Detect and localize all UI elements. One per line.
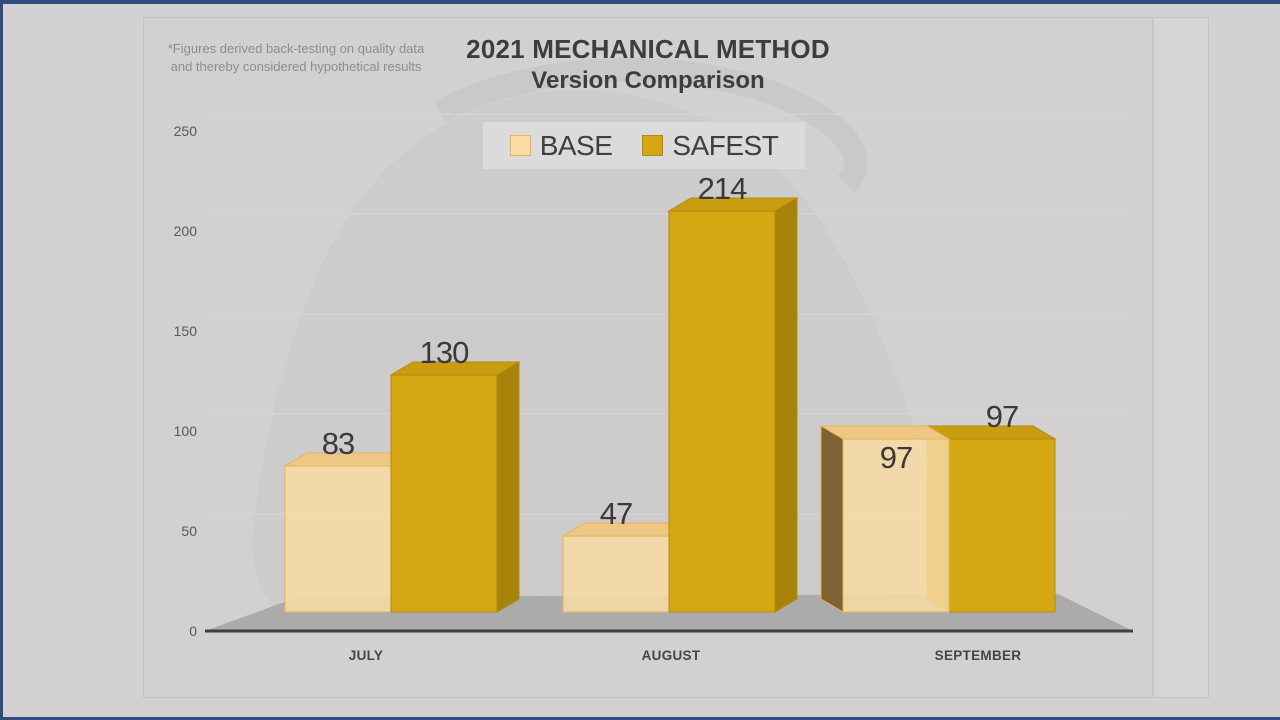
y-tick-label: 50 <box>181 523 197 539</box>
chart-title-block: 2021 MECHANICAL METHOD Version Compariso… <box>348 34 948 98</box>
disclaimer-line-2: and thereby considered hypothetical resu… <box>170 59 422 74</box>
legend-item-base: BASE <box>509 129 613 162</box>
bar-safest-july-front <box>390 374 498 613</box>
category-label-august: AUGUST <box>642 648 701 663</box>
bar-base-september-side <box>820 425 844 613</box>
value-label-base-august: 47 <box>600 496 632 531</box>
legend-label-base: BASE <box>539 129 613 161</box>
bell-handle-silhouette <box>434 58 868 193</box>
category-label-july: JULY <box>349 648 383 663</box>
y-tick-label: 100 <box>174 423 198 439</box>
disclaimer-line-1: *Figures derived back-testing on quality… <box>167 41 425 56</box>
bar-safest-september-front <box>948 438 1056 613</box>
value-label-base-july: 83 <box>322 426 354 461</box>
disclaimer-note: *Figures derived back-testing on quality… <box>150 40 442 76</box>
y-tick-label: 0 <box>189 623 197 639</box>
bar-safest-july-side <box>496 361 520 613</box>
value-label-safest-july: 130 <box>420 335 469 370</box>
value-label-base-september: 97 <box>880 440 912 475</box>
safest-series-swatch-icon <box>642 135 664 156</box>
bar-safest-august-front <box>668 210 776 613</box>
base-series-swatch-icon <box>509 135 531 156</box>
y-tick-label: 200 <box>174 223 198 239</box>
chart-frame <box>143 17 1209 698</box>
value-label-safest-september: 97 <box>986 399 1018 434</box>
bar-base-july-front <box>284 465 392 613</box>
chart-title: 2021 MECHANICAL METHOD <box>466 34 830 64</box>
y-tick-label: 150 <box>174 323 198 339</box>
category-label-september: SEPTEMBER <box>935 648 1022 663</box>
chart-legend: BASE SAFEST <box>483 122 805 169</box>
bar-base-september-front <box>842 438 950 613</box>
bar-safest-august-side <box>774 197 798 613</box>
bar-base-august-front <box>562 535 670 613</box>
chart-subtitle: Version Comparison <box>531 67 765 94</box>
y-tick-label: 250 <box>174 123 198 139</box>
value-label-safest-august: 214 <box>698 171 747 206</box>
legend-label-safest: SAFEST <box>672 129 779 161</box>
legend-item-safest: SAFEST <box>642 129 779 162</box>
background-right-panel <box>1154 18 1208 697</box>
